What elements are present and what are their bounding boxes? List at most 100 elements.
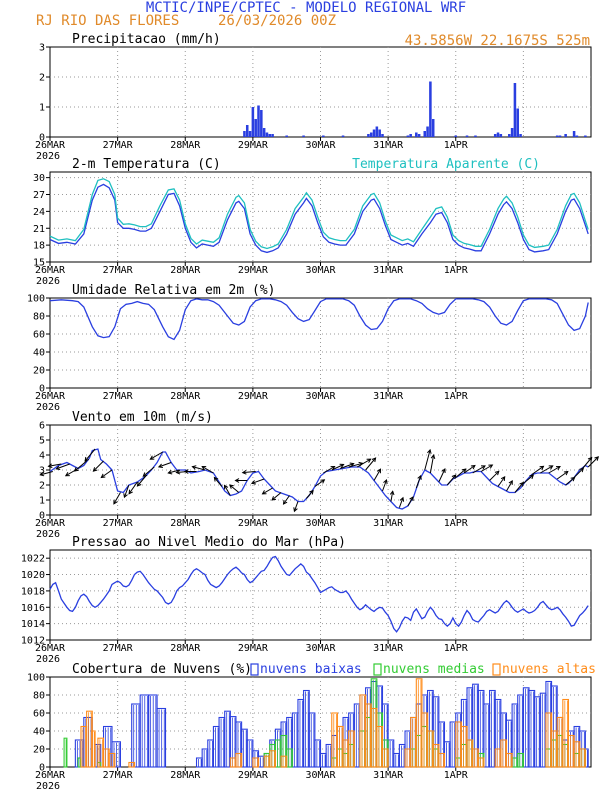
wind-arrow-shaft <box>251 478 265 484</box>
wind-arrow-shaft <box>128 481 138 494</box>
x-tick-label: 28MAR <box>170 643 201 654</box>
wind-arrow-shaft <box>548 466 561 474</box>
x-tick-year: 2026 <box>36 654 60 665</box>
cloud-altas-bar <box>269 750 276 768</box>
precip-bar <box>341 135 345 137</box>
x-tick-label: 1APR <box>444 265 469 276</box>
x-tick-label: 29MAR <box>238 140 269 151</box>
x-tick-label: 28MAR <box>170 518 201 529</box>
y-tick-label: 0 <box>39 384 45 395</box>
y-tick-label: 40 <box>33 727 45 738</box>
wind-arrow-head <box>250 480 256 485</box>
wind-arrow-shaft <box>331 464 344 471</box>
wind-arrow-shaft <box>168 469 180 474</box>
x-tick-label: 26MAR <box>35 391 66 402</box>
precip-bar <box>248 131 252 137</box>
precip-bar <box>367 134 370 137</box>
y-tick-label: 0 <box>39 133 45 144</box>
wind-arrow-shaft <box>192 466 206 471</box>
wind-arrow-head <box>461 468 467 474</box>
precip-bar <box>423 131 427 137</box>
gridlines <box>50 550 591 640</box>
precip-bar <box>257 105 260 137</box>
wind-arrow-head <box>508 480 513 485</box>
precip-bar <box>510 128 514 137</box>
wind-arrow-shaft <box>123 484 130 498</box>
wind-arrow-shaft <box>382 479 387 492</box>
wind-arrow-shaft <box>390 491 394 502</box>
gridlines <box>50 298 591 388</box>
wind-arrow-head <box>309 489 314 495</box>
cloud-altas-bar <box>376 725 384 768</box>
cloud-altas-bar <box>235 752 243 768</box>
precip-bar <box>555 135 559 137</box>
wind-arrow-head <box>409 496 414 501</box>
wind-arrow-shaft <box>314 479 325 487</box>
wind-arrow-shaft <box>262 487 273 495</box>
wind-arrow-head <box>349 462 355 467</box>
x-tick-label: 31MAR <box>373 265 404 276</box>
wind-arrow-shaft <box>373 468 381 481</box>
precip-bar <box>474 135 477 137</box>
x-tick-label: 31MAR <box>373 140 404 151</box>
wind-arrow-head <box>136 481 142 487</box>
header-title: MCTIC/INPE/CPTEC - MODELO REGIONAL WRF <box>146 0 466 16</box>
wind-arrow-head <box>587 456 593 462</box>
precip-bar <box>431 119 435 137</box>
panel-title: Cobertura de Nuvens (%) <box>72 662 252 677</box>
wind-arrow-head <box>183 469 189 474</box>
wind-arrow-shaft <box>556 471 569 480</box>
precip-bar <box>516 108 520 137</box>
wind-arrow-shaft <box>150 451 163 460</box>
precip-bar <box>564 134 567 137</box>
wind-barbs <box>39 448 600 513</box>
y-tick-label: 3 <box>39 43 45 54</box>
wind-arrow-shaft <box>74 460 87 472</box>
header-location: 43.5856W 22.1675S 525m <box>405 33 590 49</box>
precip-bar <box>302 135 305 137</box>
x-tick-year: 2026 <box>36 276 60 287</box>
wind-arrow-shaft <box>137 475 147 487</box>
x-tick-label: 29MAR <box>238 643 269 654</box>
panel-vento: 0 1 2 3 4 5 6 26MAR 27MAR 28MAR 29MAR 30MAR 31MAR 1AP… <box>35 410 600 540</box>
plot-area <box>243 81 587 137</box>
wind-arrow-head <box>64 471 70 477</box>
y-tick-label: 24 <box>33 207 45 218</box>
wind-arrow-head <box>383 479 388 485</box>
wind-arrow-shaft <box>565 477 575 486</box>
wind-arrow-head <box>84 456 89 462</box>
precip-bar <box>558 135 562 137</box>
wind-arrow-head <box>282 499 288 505</box>
x-tick-label: 31MAR <box>373 770 404 781</box>
y-tick-label: 18 <box>33 241 45 252</box>
precip-bar <box>493 134 497 137</box>
wind-arrow-shaft <box>489 470 500 481</box>
panel-title: Pressao ao Nivel Medio do Mar (hPa) <box>72 535 346 550</box>
x-tick-label: 30MAR <box>305 643 336 654</box>
y-tick-label: 1012 <box>21 636 45 647</box>
x-tick-label: 26MAR <box>35 265 66 276</box>
precip-bar <box>426 126 429 137</box>
precip-bar <box>415 132 418 137</box>
precip-bar <box>584 135 587 137</box>
y-tick-label: 80 <box>33 691 45 702</box>
x-tick-label: 31MAR <box>373 518 404 529</box>
precip-bar <box>265 132 269 137</box>
legend-swatch-altas <box>492 663 501 676</box>
y-tick-label: 1018 <box>21 586 45 597</box>
x-tick-label: 28MAR <box>170 140 201 151</box>
x-tick-label: 29MAR <box>238 391 269 402</box>
panel-temp: 15 18 21 24 27 30 26MAR 27MAR 28MAR 29MAR 30MAR 31M… <box>33 157 592 287</box>
precip-bar <box>454 135 458 137</box>
precip-bar <box>378 129 381 137</box>
wind-arrow-head <box>563 470 569 476</box>
x-tick-label: 1APR <box>444 391 469 402</box>
series-line-pressao-0 <box>49 555 589 633</box>
wind-arrow-shaft <box>480 464 493 472</box>
panel-title: Umidade Relativa em 2m (%) <box>72 283 276 298</box>
series-line-temp-1 <box>49 178 589 250</box>
legend-swatch-baixas <box>250 663 259 676</box>
x-tick-label: 27MAR <box>103 643 134 654</box>
cloud-altas-bar <box>128 761 136 768</box>
